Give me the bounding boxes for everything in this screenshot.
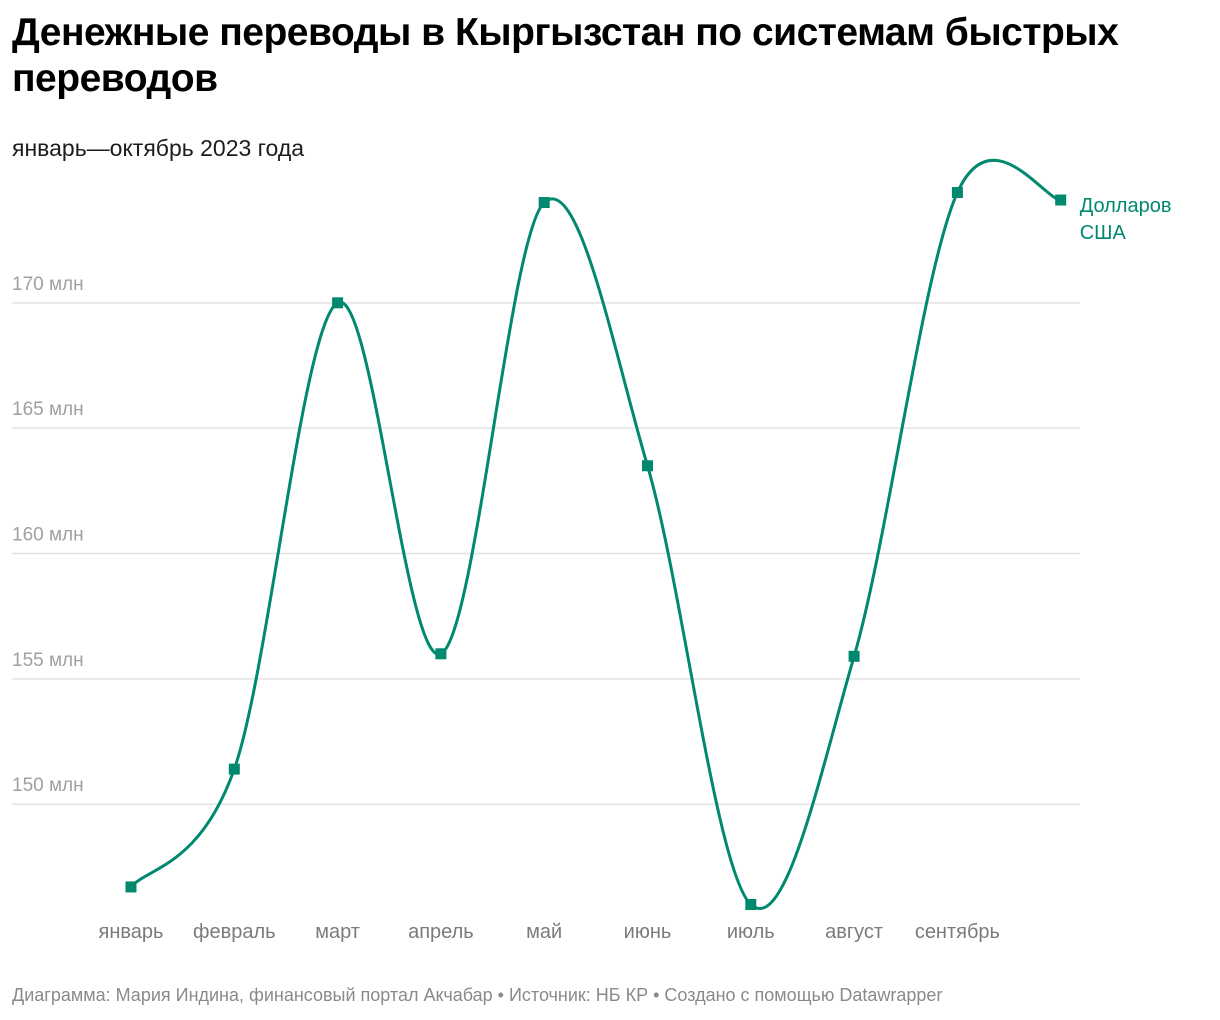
y-tick-label: 165 млн (12, 399, 84, 420)
x-tick-label: сентябрь (915, 921, 1000, 943)
y-tick-label: 160 млн (12, 525, 84, 546)
y-tick-label: 150 млн (12, 775, 84, 796)
data-point (848, 650, 860, 662)
data-point (332, 297, 344, 309)
x-tick-label: август (825, 921, 883, 943)
series-points (125, 187, 1067, 910)
chart-title: Денежные переводы в Кыргызстан по систем… (12, 11, 1119, 100)
series-label: Долларов США (1080, 195, 1172, 244)
x-tick-label: июнь (624, 921, 672, 943)
data-point (125, 881, 137, 893)
data-point (538, 197, 550, 209)
x-tick-label: январь (99, 921, 164, 943)
y-axis-labels: 150 млн 155 млн 160 млн 165 млн 170 млн (12, 274, 84, 796)
data-point (228, 763, 240, 775)
data-point (435, 648, 447, 660)
x-tick-label: февраль (193, 921, 276, 943)
x-tick-label: май (526, 921, 562, 943)
x-axis-labels: январь февраль март апрель май июнь июль август… (99, 921, 1000, 943)
data-point (951, 187, 963, 199)
series-label-line: США (1080, 222, 1127, 244)
x-tick-label: март (315, 921, 360, 943)
series-label-line: Долларов (1080, 195, 1172, 217)
gridlines (12, 302, 1080, 805)
data-point (745, 898, 757, 910)
chart-footer: Диаграмма: Мария Индина, финансовый порт… (12, 985, 943, 1005)
data-point (642, 460, 653, 472)
y-tick-label: 155 млн (12, 650, 84, 671)
line-chart: 150 млн 155 млн 160 млн 165 млн 170 млн янва… (12, 158, 1172, 943)
chart-subtitle: январь—октябрь 2023 года (12, 135, 305, 161)
x-tick-label: июль (727, 921, 775, 943)
series-line (129, 158, 1063, 910)
x-tick-label: апрель (408, 921, 474, 943)
y-tick-label: 170 млн (12, 274, 84, 295)
data-point (1055, 194, 1067, 206)
